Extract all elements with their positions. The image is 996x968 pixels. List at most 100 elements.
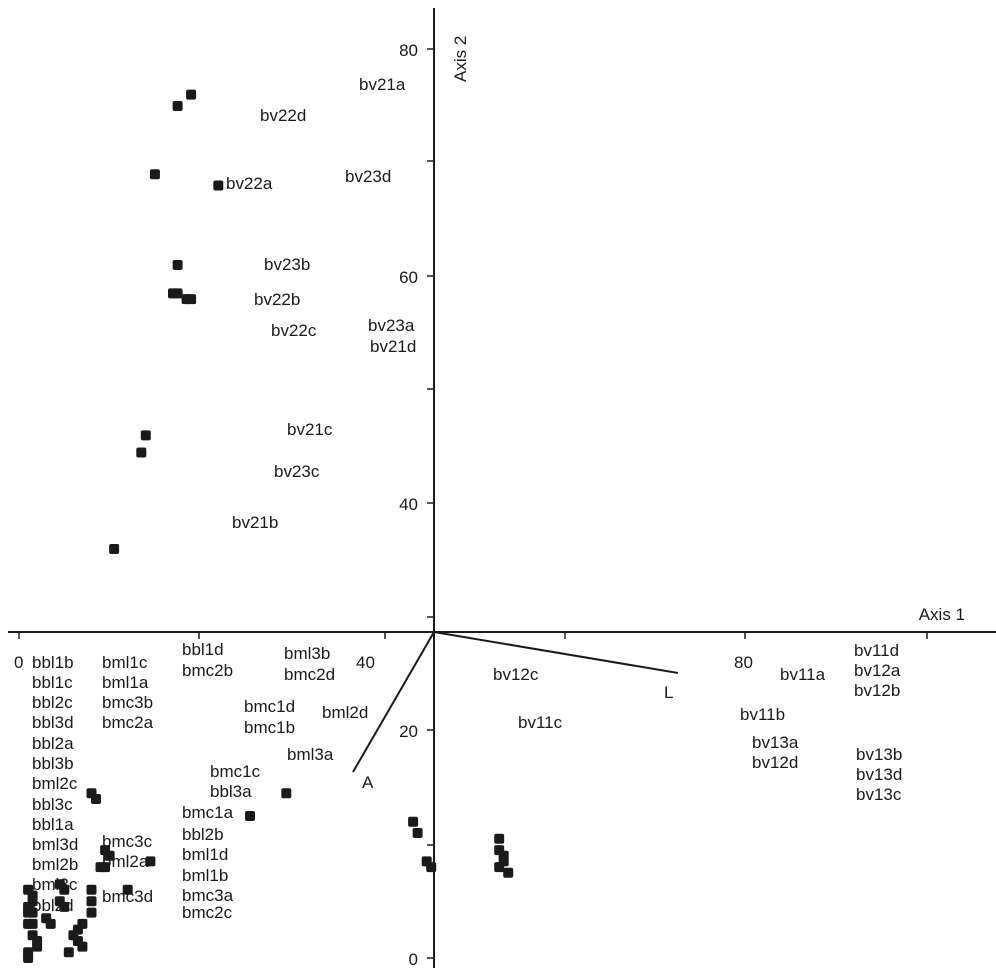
data-point-bv21d — [186, 294, 197, 305]
point-label: bml1b — [182, 866, 228, 885]
point-label: bmc1c — [210, 762, 261, 781]
point-label: bv11b — [740, 705, 785, 724]
data-point-bbl3c — [27, 918, 38, 929]
data-point-bv23b — [172, 260, 183, 270]
point-label: bbl1b — [32, 653, 74, 672]
data-point-bml2d — [145, 856, 156, 867]
point-label: bml3a — [287, 745, 334, 764]
data-point-bv11c — [245, 811, 255, 821]
point-label: bbl1c — [32, 673, 73, 692]
point-label: bmc2b — [182, 661, 233, 680]
data-point-bml1a — [59, 884, 70, 895]
point-label: bmc2a — [102, 713, 154, 732]
point-label: bmc1d — [244, 697, 295, 716]
point-label: bv13b — [856, 745, 902, 764]
data-point-bv22d — [172, 101, 183, 111]
data-point-bbl2d — [23, 953, 34, 963]
point-label: bv22d — [260, 106, 306, 125]
data-point-bv11a — [412, 828, 423, 838]
point-label: bv23c — [274, 462, 320, 481]
y-tick-label: 0 — [409, 950, 418, 968]
data-point-bv12c — [281, 788, 292, 799]
point-label: bbl2c — [32, 693, 73, 712]
data-point-bv11b — [408, 816, 419, 827]
point-markers — [23, 89, 514, 963]
point-label: bv23d — [345, 167, 391, 186]
vector-a — [352, 631, 435, 773]
data-point-bmc1c — [86, 884, 97, 895]
y-tick-label: 40 — [399, 495, 418, 514]
point-label: bv11a — [780, 665, 826, 684]
point-label: bml2c — [32, 774, 78, 793]
point-label: bbl1d — [182, 640, 224, 659]
point-label: bml2d — [322, 703, 368, 722]
point-label: bmc2c — [182, 903, 233, 922]
point-label: bmc3b — [102, 693, 153, 712]
data-point-bv21c — [140, 430, 151, 441]
point-label: bbl3d — [32, 713, 74, 732]
point-label: bmc3c — [102, 832, 153, 851]
data-point-bv22a — [149, 169, 160, 180]
x-tick-label: 80 — [734, 653, 753, 672]
data-point-bv12a — [494, 833, 505, 844]
data-point-bmc3d — [63, 947, 74, 958]
data-point-bmc1b — [95, 862, 106, 873]
point-label: bml2b — [32, 855, 78, 874]
point-label: bmc3d — [102, 887, 153, 906]
x-tick-label: 0 — [14, 653, 23, 672]
point-label: bbl2a — [32, 734, 74, 753]
point-label: bml3d — [32, 835, 78, 854]
y-tick-label: 20 — [399, 722, 418, 741]
data-point-bv12d — [421, 856, 432, 867]
x-axis-title: Axis 1 — [919, 605, 965, 624]
vector-l — [433, 631, 679, 674]
point-label: bv21a — [359, 75, 406, 94]
point-label: bv12c — [493, 665, 539, 684]
point-label: bv22a — [226, 174, 273, 193]
point-label: bbl3c — [32, 795, 73, 814]
x-tick-label: 40 — [356, 653, 375, 672]
point-label: bbl1a — [32, 815, 74, 834]
data-point-bv21a — [186, 89, 197, 100]
data-point-bv13c — [503, 867, 514, 878]
data-point-bmc2b — [91, 794, 101, 804]
point-label: bv22c — [271, 321, 317, 340]
point-label: bv12d — [752, 753, 798, 772]
point-label: bv13a — [752, 733, 799, 752]
point-label: bml1a — [102, 673, 149, 692]
data-point-bbl3b — [27, 907, 38, 918]
point-label: bmc1a — [182, 803, 234, 822]
point-label: bmc1b — [244, 718, 295, 737]
point-label: bv23a — [368, 316, 415, 335]
data-point-bmc2c — [77, 941, 88, 952]
point-label: bml1c — [102, 653, 148, 672]
point-label: bv13c — [856, 785, 902, 804]
point-label: bbl3b — [32, 754, 74, 773]
point-label: bmc2d — [284, 665, 335, 684]
point-label: bbl3a — [210, 782, 252, 801]
point-label: bbl2b — [182, 825, 224, 844]
vector-label-l: L — [664, 683, 673, 702]
data-point-bmc2d — [100, 845, 111, 856]
point-label: bml1d — [182, 845, 228, 864]
point-label: bml3b — [284, 644, 330, 663]
data-point-bmc1a — [86, 907, 97, 918]
point-label: bmc3a — [182, 886, 234, 905]
point-label: bv13d — [856, 765, 902, 784]
data-point-bv21b — [109, 544, 120, 554]
point-label: bv12a — [854, 661, 901, 680]
y-tick-label: 60 — [399, 268, 418, 287]
data-point-bv22c — [172, 288, 183, 299]
data-point-bmc2a — [59, 901, 70, 912]
data-point-bml2a — [45, 918, 56, 929]
vector-label-a: A — [362, 773, 374, 792]
point-label: bv21d — [370, 337, 416, 356]
point-label: bv11c — [518, 713, 563, 732]
point-label: bv12b — [854, 681, 900, 700]
point-label: bv23b — [264, 255, 310, 274]
data-point-bml3a — [122, 884, 133, 895]
point-label: bv22b — [254, 290, 300, 309]
y-tick-label: 80 — [399, 41, 418, 60]
point-label: bv21b — [232, 513, 278, 532]
